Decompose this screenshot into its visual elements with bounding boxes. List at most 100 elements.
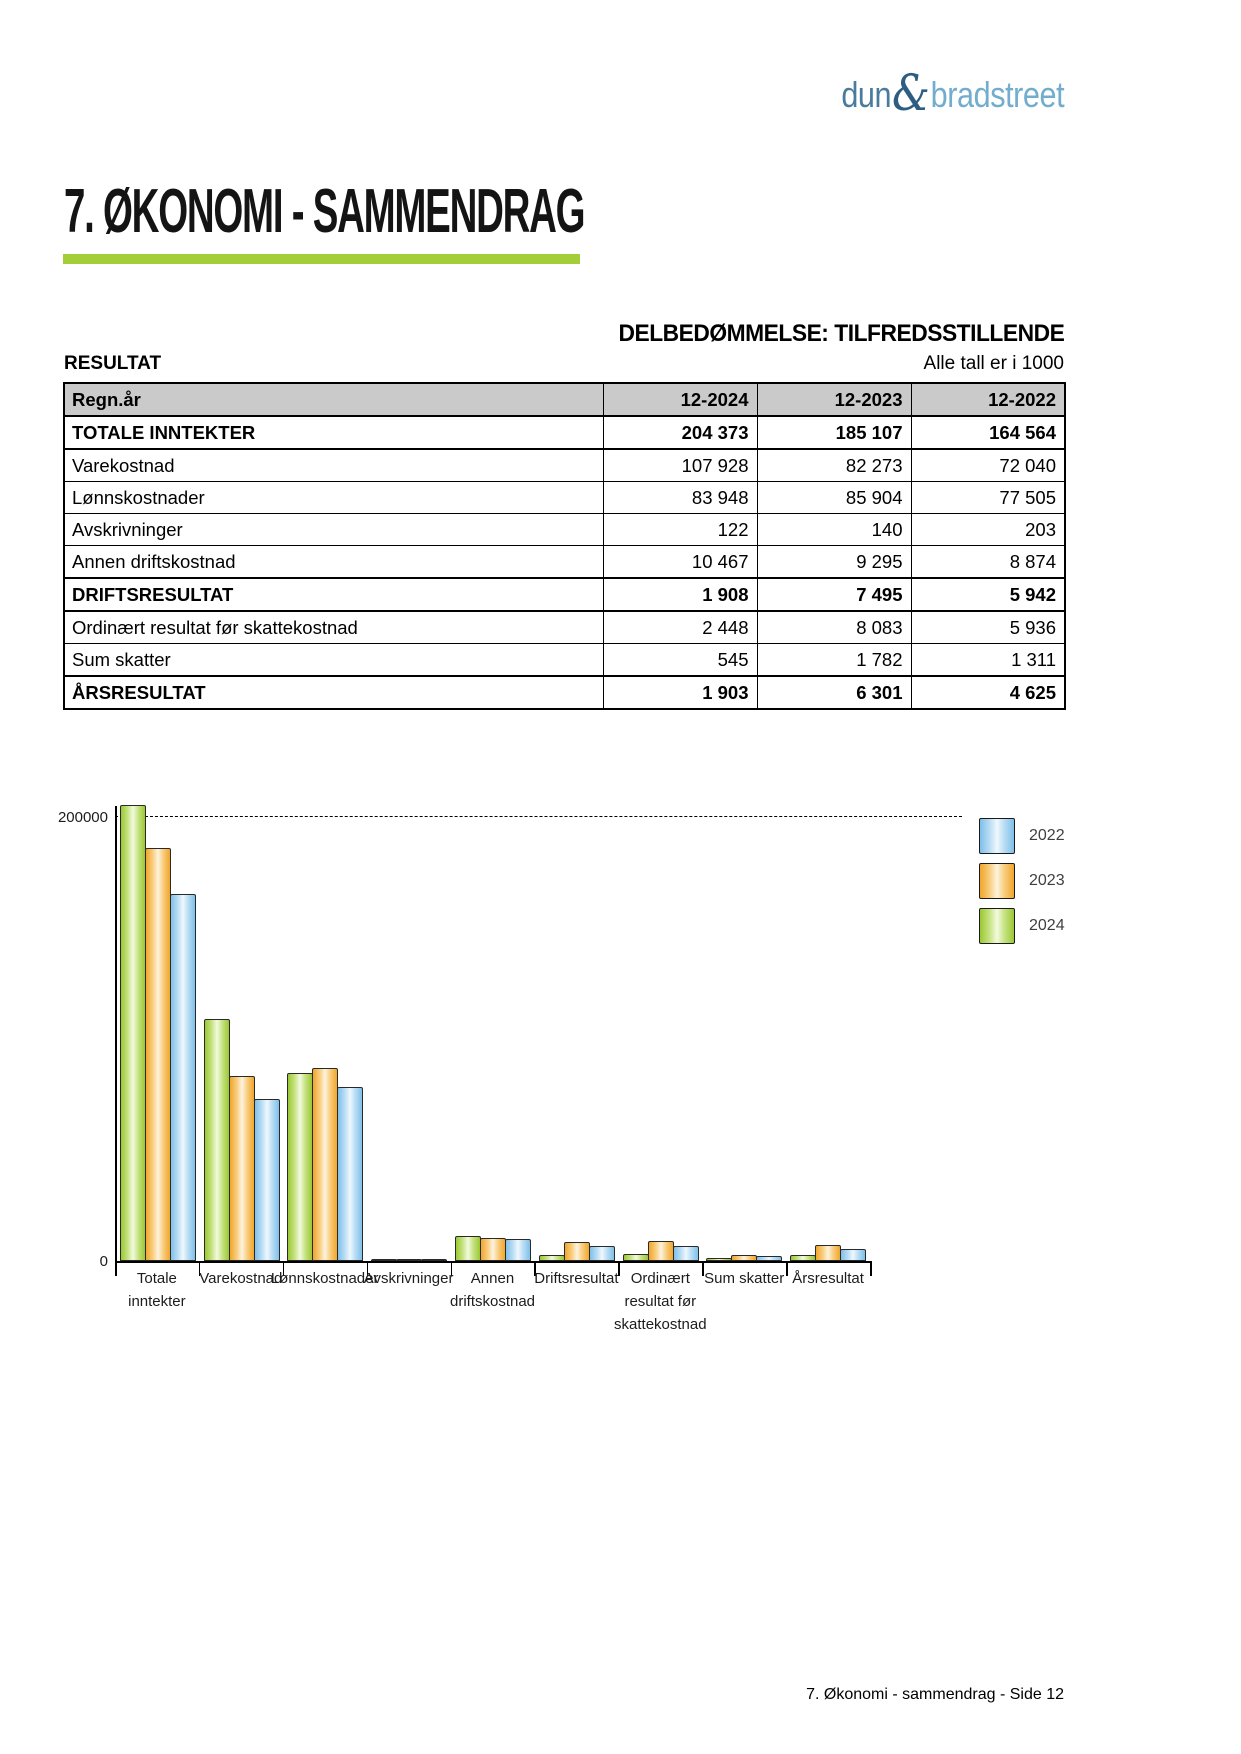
row-value: 83 948 (602, 481, 758, 514)
x-axis-label-line: Avskrivninger (363, 1270, 454, 1287)
legend-label: 2022 (1029, 827, 1065, 844)
row-value: 1 903 (602, 675, 758, 710)
chart-plot-area (116, 801, 870, 1261)
bar-2022 (169, 893, 196, 1261)
result-table-header-row: Regn.år 12-2024 12-2023 12-2022 (63, 382, 1066, 417)
bar-2023 (144, 848, 171, 1261)
bar-group-1 (116, 805, 200, 1261)
row-value: 6 301 (756, 675, 912, 710)
x-axis-label-line: Lønnskostnader (270, 1270, 379, 1287)
x-axis-tick (786, 1261, 788, 1276)
column-header-regnaar: Regn.år (63, 382, 604, 417)
legend-swatch-2022 (979, 818, 1015, 854)
row-label: Lønnskostnader (63, 481, 604, 514)
legend-item-2023: 2023 (979, 863, 1065, 899)
bar-2023 (815, 1245, 842, 1261)
x-axis-label-line: Årsresultat (792, 1270, 864, 1287)
result-table-body: TOTALE INNTEKTER 204 373 185 107 164 564 Var… (63, 415, 1066, 710)
x-axis-tick (115, 1261, 117, 1276)
column-header-12-2022: 12-2022 (910, 382, 1066, 417)
legend-item-2022: 2022 (979, 818, 1065, 854)
row-value: 185 107 (756, 415, 912, 450)
bar-2023 (563, 1242, 590, 1261)
chart-y-axis (115, 806, 117, 1261)
bar-2022 (672, 1245, 699, 1261)
bar-group-5 (451, 1235, 535, 1261)
legend-label: 2023 (1029, 872, 1065, 889)
bar-2023 (647, 1241, 674, 1261)
row-label: ÅRSRESULTAT (63, 675, 604, 710)
y-axis-label-0: 0 (99, 1253, 108, 1270)
x-axis-label: Varekostnad (199, 1267, 282, 1290)
x-axis-tick (282, 1261, 285, 1276)
row-value: 82 273 (756, 448, 912, 482)
legend-item-2024: 2024 (979, 908, 1065, 944)
result-table: Regn.år 12-2024 12-2023 12-2022 TOTALE INNT… (63, 382, 1066, 710)
bar-2022 (588, 1245, 615, 1261)
x-axis-label-line: Totale (136, 1270, 177, 1287)
row-value: 8 083 (756, 610, 912, 644)
table-row: Avskrivninger 122 140 203 (63, 513, 1066, 546)
table-row: DRIFTSRESULTAT 1 908 7 495 5 942 (63, 577, 1066, 612)
legend-swatch-2024 (979, 908, 1015, 944)
row-value: 204 373 (602, 415, 758, 450)
page-footer: 7. Økonomi - sammendrag - Side 12 (806, 1686, 1064, 1703)
bar-chart: Totale inntekter Varekostnad Lønnskostnader… (0, 760, 1241, 1410)
row-value: 10 467 (602, 545, 758, 579)
x-axis-tick (702, 1261, 704, 1276)
units-note: Alle tall er i 1000 (923, 353, 1064, 374)
table-row: Lønnskostnader 83 948 85 904 77 505 (63, 481, 1066, 514)
row-value: 77 505 (910, 481, 1066, 514)
legend-label: 2024 (1029, 917, 1065, 934)
bar-2022 (421, 1258, 448, 1261)
bar-2024 (119, 805, 146, 1261)
bar-2023 (312, 1068, 339, 1261)
x-axis-label: Driftsresultat (534, 1267, 618, 1290)
column-header-12-2024: 12-2024 (602, 382, 758, 417)
row-value: 85 904 (756, 481, 912, 514)
result-table-header: Regn.år 12-2024 12-2023 12-2022 (63, 382, 1066, 417)
x-axis-tick (618, 1261, 620, 1276)
page-title: 7. ØKONOMI - SAMMENDRAG (64, 177, 586, 246)
x-axis-label-line: skattekostnad (614, 1316, 707, 1333)
row-label: Avskrivninger (63, 513, 604, 546)
x-axis-tick (534, 1261, 536, 1276)
bar-2024 (287, 1072, 314, 1261)
x-axis-tick (366, 1261, 369, 1276)
row-label: TOTALE INNTEKTER (63, 415, 604, 450)
bar-group-2 (200, 1019, 284, 1261)
bar-2022 (337, 1086, 364, 1261)
table-row: Annen driftskostnad 10 467 9 295 8 874 (63, 545, 1066, 579)
x-axis-label: Sum skatter (704, 1267, 784, 1290)
row-value: 545 (602, 643, 758, 677)
logo-text-dun: dun (841, 74, 891, 115)
bar-2023 (228, 1076, 255, 1261)
bar-2023 (480, 1238, 507, 1261)
title-accent-bar (63, 254, 580, 264)
section-label: RESULTAT (64, 353, 162, 374)
row-label: Sum skatter (63, 643, 604, 677)
x-axis-label: Annen driftskostnad (450, 1267, 535, 1313)
row-value: 9 295 (756, 545, 912, 579)
chart-gridline-200000 (115, 816, 962, 817)
bar-2022 (253, 1099, 280, 1261)
legend-swatch-2023 (979, 863, 1015, 899)
row-value: 164 564 (910, 415, 1066, 450)
x-axis-label: Avskrivninger (364, 1267, 454, 1290)
bar-group-4 (367, 1258, 451, 1261)
table-row: Ordinært resultat før skattekostnad 2 448… (63, 610, 1066, 644)
row-label: DRIFTSRESULTAT (63, 577, 604, 612)
bar-2022 (505, 1239, 532, 1261)
bar-group-8 (702, 1255, 786, 1261)
x-axis-label-line: Annen (470, 1270, 515, 1287)
x-axis-label-line: Ordinært (630, 1270, 690, 1287)
x-axis-label: Totale inntekter (128, 1267, 186, 1313)
row-value: 203 (910, 513, 1066, 546)
row-value: 72 040 (910, 448, 1066, 482)
row-value: 122 (602, 513, 758, 546)
table-row: Varekostnad 107 928 82 273 72 040 (63, 448, 1066, 482)
row-value: 5 936 (910, 610, 1066, 644)
bar-group-6 (535, 1242, 619, 1261)
x-axis-label-line: driftskostnad (449, 1293, 536, 1310)
